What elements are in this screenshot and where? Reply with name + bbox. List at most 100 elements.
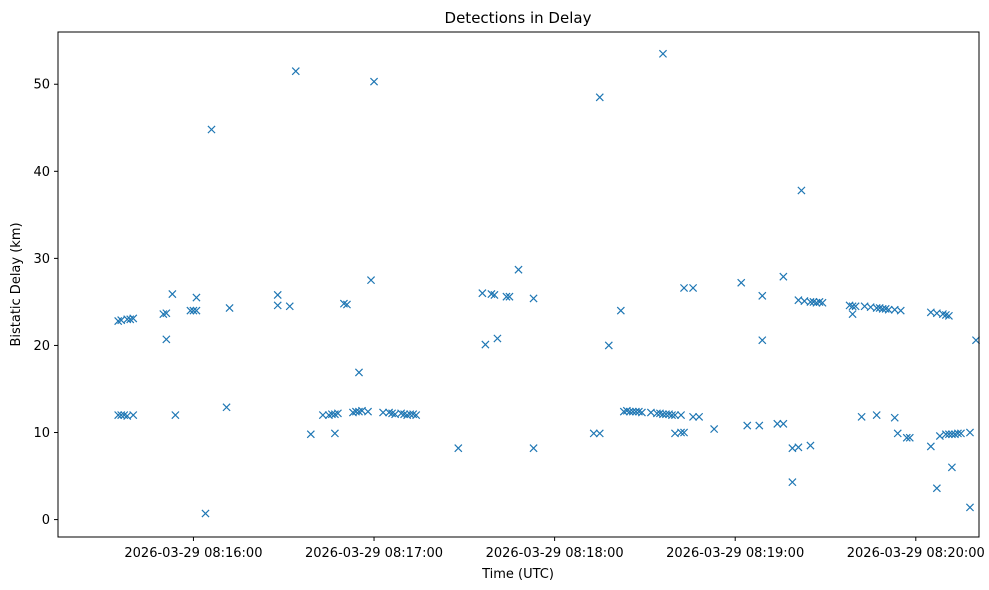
data-point (737, 278, 746, 287)
data-point (965, 428, 974, 437)
data-point (481, 340, 490, 349)
data-point (932, 484, 941, 493)
data-point (400, 410, 409, 419)
data-point (490, 290, 499, 299)
data-point (114, 317, 123, 326)
data-point (848, 310, 857, 319)
data-point (941, 310, 950, 319)
data-point (285, 302, 294, 311)
data-point (502, 292, 511, 301)
data-point (339, 299, 348, 308)
y-tick-label: 20 (33, 339, 50, 354)
data-point (758, 336, 767, 345)
data-point (809, 297, 818, 306)
data-point (529, 444, 538, 453)
y-tick-label: 40 (33, 165, 50, 180)
data-point (953, 429, 962, 438)
data-point (342, 300, 351, 309)
data-point (291, 67, 300, 76)
data-point (388, 409, 397, 418)
data-point (192, 306, 201, 315)
data-point (779, 419, 788, 428)
data-point (812, 298, 821, 307)
data-point (619, 407, 628, 416)
data-point (354, 407, 364, 416)
data-point (944, 430, 953, 439)
data-point (758, 291, 767, 300)
data-point (851, 302, 860, 311)
x-tick-label: 2026-03-29 08:20:00 (847, 546, 985, 561)
data-point (634, 407, 643, 416)
data-point (189, 306, 198, 315)
x-axis: 2026-03-29 08:16:00 2026-03-29 08:17:00 20… (124, 537, 985, 561)
data-point (162, 309, 171, 318)
data-point (589, 429, 598, 438)
data-point (385, 408, 394, 417)
plot-frame (57, 31, 980, 538)
data-point (273, 301, 282, 310)
data-point (273, 290, 282, 299)
data-point (637, 408, 646, 417)
data-point (938, 310, 947, 319)
data-point (773, 419, 782, 428)
data-point (397, 409, 406, 418)
data-point (330, 410, 339, 419)
data-point (493, 334, 502, 343)
data-point (126, 315, 135, 324)
data-point (965, 503, 974, 512)
data-point (379, 408, 388, 417)
data-point (625, 407, 634, 416)
data-point (514, 265, 523, 274)
data-point (120, 411, 129, 420)
data-point (159, 310, 168, 319)
data-point (628, 407, 637, 416)
x-axis-label: Time (UTC) (481, 567, 554, 582)
data-point (225, 303, 234, 313)
data-point (893, 429, 902, 438)
data-point (667, 411, 677, 420)
data-point (848, 302, 857, 311)
data-point (409, 410, 418, 419)
data-point (941, 430, 950, 439)
data-point (677, 411, 686, 420)
data-point (797, 186, 806, 195)
data-point (755, 421, 764, 430)
data-markers (114, 49, 981, 518)
y-axis-label: Bistatic Delay (km) (9, 222, 24, 346)
x-tick-label: 2026-03-29 08:18:00 (486, 546, 624, 561)
data-point (881, 304, 890, 313)
data-point (926, 442, 935, 451)
y-tick-label: 0 (42, 513, 50, 528)
data-point (168, 290, 177, 299)
data-point (333, 409, 342, 418)
data-point (818, 298, 827, 307)
data-point (944, 311, 953, 320)
data-point (689, 283, 698, 293)
data-point (207, 125, 216, 134)
data-point (710, 425, 719, 434)
data-point (947, 463, 956, 472)
data-point (318, 411, 327, 420)
data-point (695, 412, 704, 421)
data-point (658, 410, 667, 419)
data-point (779, 272, 788, 281)
data-point (905, 433, 914, 442)
y-tick-label: 50 (33, 78, 50, 93)
data-point (890, 413, 899, 422)
data-point (689, 412, 698, 421)
x-tick-label: 2026-03-29 08:16:00 (124, 546, 262, 561)
data-point (902, 433, 911, 442)
data-point (595, 93, 604, 102)
data-point (192, 293, 201, 302)
data-point (129, 411, 138, 420)
data-point (454, 444, 463, 453)
data-point (114, 411, 123, 420)
data-point (806, 441, 815, 450)
data-point (366, 276, 376, 285)
data-point (171, 411, 180, 420)
data-point (896, 306, 905, 315)
data-point (363, 407, 373, 416)
data-point (815, 297, 824, 306)
data-point (505, 292, 514, 301)
